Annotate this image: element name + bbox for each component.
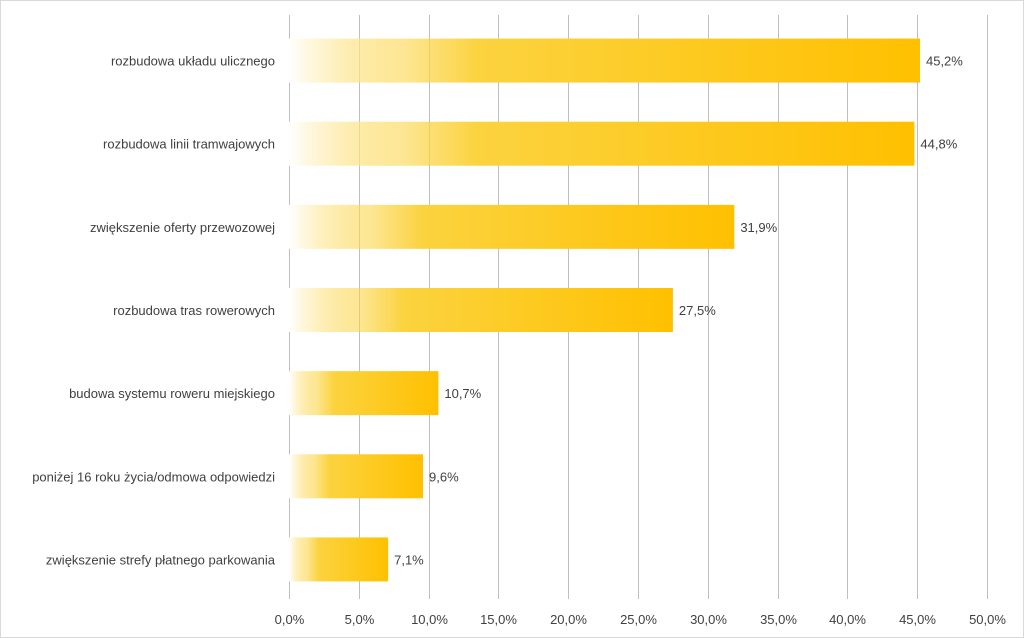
category-label: zwiększenie oferty przewozowej xyxy=(90,220,275,235)
category-label: zwiększenie strefy płatnego parkowania xyxy=(46,552,276,567)
category-label: rozbudowa układu ulicznego xyxy=(111,54,275,69)
data-label: 31,9% xyxy=(740,220,777,235)
data-label: 27,5% xyxy=(679,303,716,318)
data-label: 9,6% xyxy=(429,469,459,484)
data-label: 7,1% xyxy=(394,552,424,567)
data-label: 44,8% xyxy=(920,137,957,152)
category-label: rozbudowa tras rowerowych xyxy=(113,303,275,318)
bar xyxy=(289,204,735,249)
x-tick-label: 0,0% xyxy=(275,612,305,627)
bar xyxy=(289,38,920,83)
x-tick-label: 25,0% xyxy=(620,612,657,627)
x-tick-label: 10,0% xyxy=(411,612,448,627)
category-label: poniżej 16 roku życia/odmowa odpowiedzi xyxy=(32,469,275,484)
x-tick-label: 20,0% xyxy=(550,612,587,627)
bar xyxy=(289,121,915,166)
category-label: budowa systemu roweru miejskiego xyxy=(69,386,275,401)
x-tick-label: 40,0% xyxy=(829,612,866,627)
bar xyxy=(289,371,439,416)
category-labels: rozbudowa układu ulicznego rozbudowa lini… xyxy=(32,54,276,568)
x-tick-label: 50,0% xyxy=(969,612,1006,627)
bar xyxy=(289,537,389,582)
x-tick-label: 45,0% xyxy=(899,612,936,627)
bars xyxy=(289,38,920,582)
data-label: 10,7% xyxy=(444,386,481,401)
bar xyxy=(289,454,424,499)
data-label: 45,2% xyxy=(926,54,963,69)
value-labels: 45,2% 44,8% 31,9% 27,5% 10,7% 9,6% 7,1% xyxy=(394,54,963,568)
x-axis-tick-labels: 0,0% 5,0% 10,0% 15,0% 20,0% 25,0% 30,0% 35,0% 40… xyxy=(275,612,1007,627)
category-label: rozbudowa linii tramwajowych xyxy=(103,137,275,152)
x-tick-label: 35,0% xyxy=(760,612,797,627)
bar xyxy=(289,288,673,332)
x-tick-label: 15,0% xyxy=(480,612,517,627)
x-tick-label: 30,0% xyxy=(690,612,727,627)
x-tick-label: 5,0% xyxy=(345,612,375,627)
